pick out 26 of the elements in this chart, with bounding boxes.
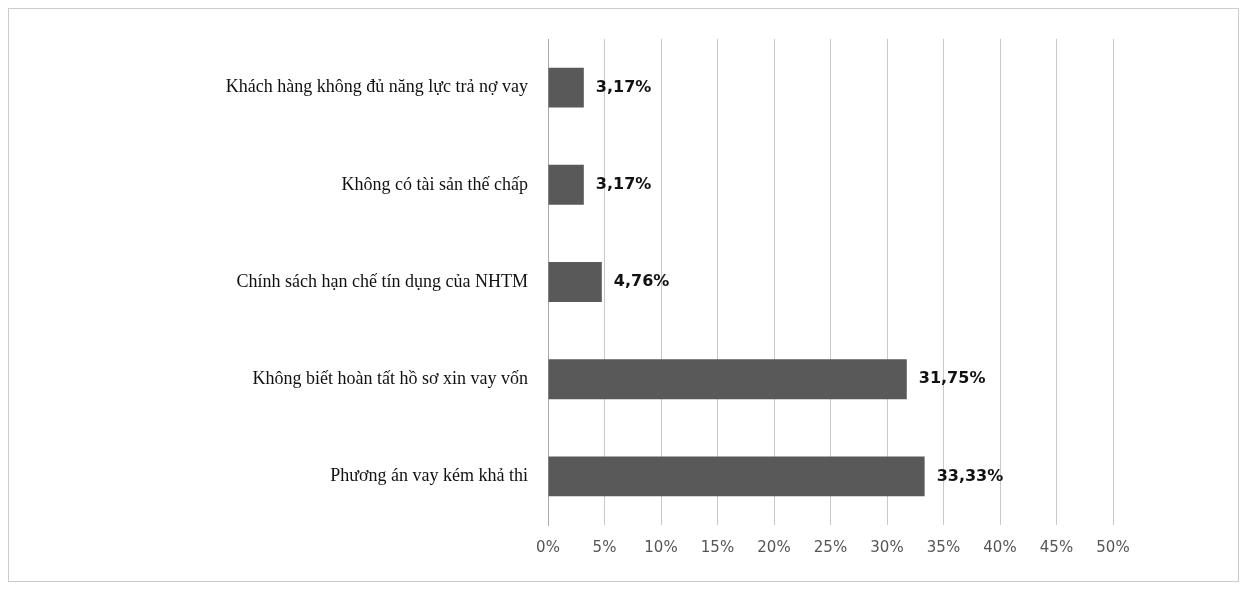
x-tick-label: 30% xyxy=(870,537,904,556)
x-tick-label: 25% xyxy=(813,537,848,556)
y-tick-label: Khách hàng không đủ năng lực trả nợ vay xyxy=(225,76,528,97)
y-tick-label: Phương án vay kém khả thi xyxy=(330,465,528,486)
y-tick-label: Chính sách hạn chế tín dụng của NHTM xyxy=(236,270,528,291)
data-label: 33,33% xyxy=(936,465,1004,485)
data-label: 3,17% xyxy=(595,173,652,193)
x-tick-label: 45% xyxy=(1039,537,1074,556)
x-tick-label: 20% xyxy=(757,537,791,556)
x-tick-label: 40% xyxy=(983,537,1017,556)
x-tick-label: 5% xyxy=(592,537,617,556)
data-label: 4,76% xyxy=(613,271,670,291)
data-label: 31,75% xyxy=(918,368,986,388)
bar xyxy=(548,456,925,497)
x-tick-label: 0% xyxy=(536,537,560,556)
bar xyxy=(548,67,584,108)
x-tick-label: 35% xyxy=(926,537,961,556)
bar xyxy=(548,262,602,302)
y-tick-label: Không biết hoàn tất hồ sơ xin vay vốn xyxy=(252,367,528,388)
x-tick-label: 50% xyxy=(1096,537,1130,556)
y-tick-label: Không có tài sản thế chấp xyxy=(341,173,528,194)
bar xyxy=(548,164,584,205)
bar xyxy=(548,359,907,400)
data-label: 3,17% xyxy=(595,76,652,96)
x-tick-label: 10% xyxy=(644,537,678,556)
x-tick-label: 15% xyxy=(700,537,735,556)
